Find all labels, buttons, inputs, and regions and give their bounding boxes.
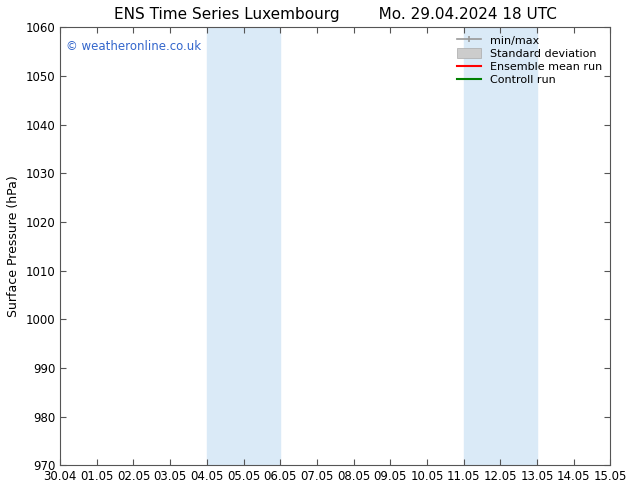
Bar [463, 27, 537, 465]
Legend: min/max, Standard deviation, Ensemble mean run, Controll run: min/max, Standard deviation, Ensemble me… [453, 30, 607, 90]
Y-axis label: Surface Pressure (hPa): Surface Pressure (hPa) [7, 175, 20, 317]
Text: © weatheronline.co.uk: © weatheronline.co.uk [65, 40, 201, 53]
Title: ENS Time Series Luxembourg        Mo. 29.04.2024 18 UTC: ENS Time Series Luxembourg Mo. 29.04.202… [113, 7, 557, 22]
Bar [207, 27, 280, 465]
